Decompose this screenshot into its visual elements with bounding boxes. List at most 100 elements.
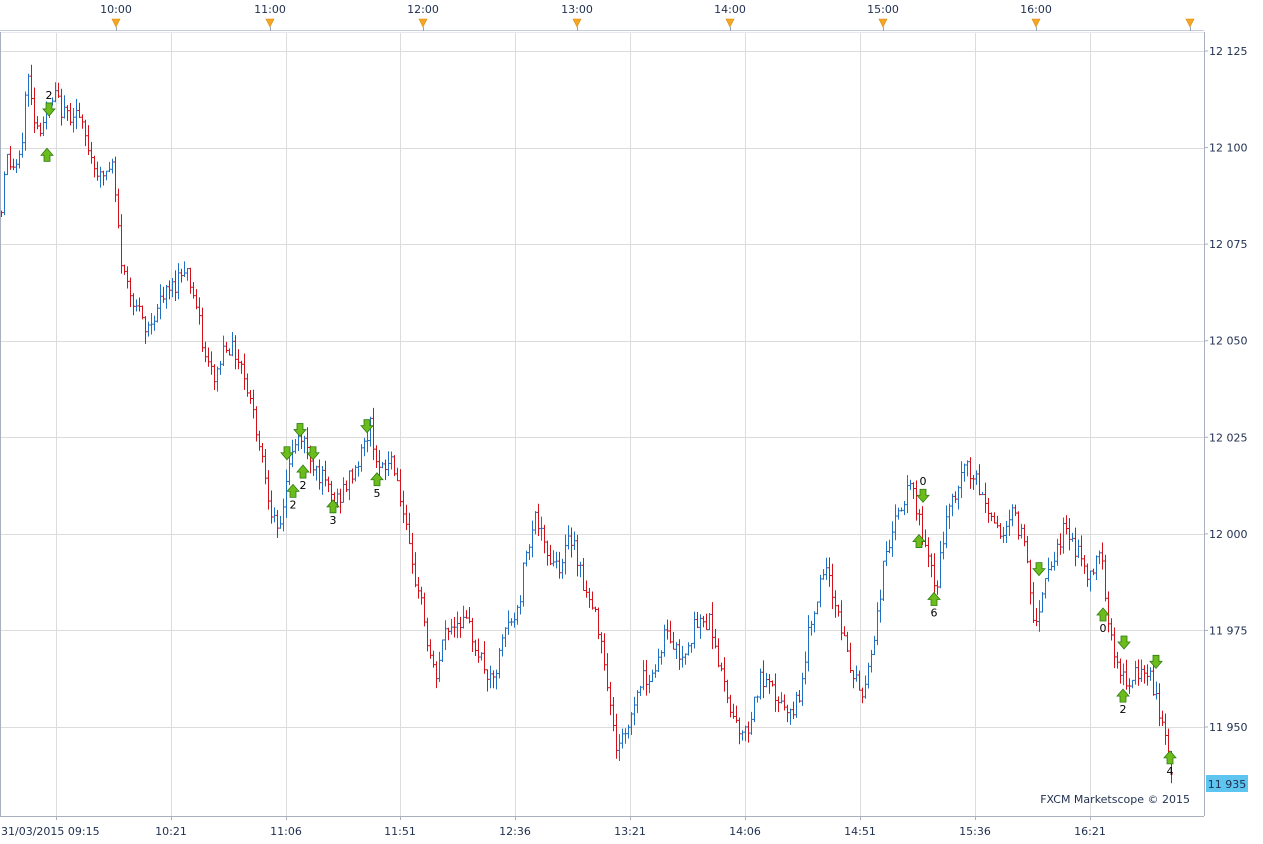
ohlc-bar-288	[864, 675, 867, 699]
ohlc-bar-254	[762, 660, 765, 699]
ohlc-bar-32	[96, 161, 99, 181]
ohlc-bar-194	[582, 558, 585, 591]
ohlc-bar-205	[615, 713, 618, 759]
ohlc-bar-26	[78, 102, 81, 119]
ohlc-bar-123	[369, 416, 372, 447]
ohlc-bar-162	[486, 669, 489, 692]
signal-label: 0	[1100, 622, 1107, 635]
ohlc-bar-116	[348, 470, 351, 501]
ohlc-bar-86	[258, 430, 261, 451]
signal-arrow-down-icon	[1032, 562, 1046, 577]
ohlc-bar-171	[513, 612, 516, 628]
ohlc-bar-245	[735, 705, 738, 723]
ohlc-bar-365	[1095, 555, 1098, 581]
ohlc-bar-349	[1047, 557, 1050, 582]
ohlc-bar-202	[606, 653, 609, 692]
session-label-4: 14:00	[714, 3, 746, 16]
ohlc-bar-282	[846, 631, 849, 652]
ohlc-bar-95	[285, 469, 288, 518]
ohlc-bar-170	[510, 618, 513, 626]
signal-label: 2	[300, 479, 307, 492]
ohlc-bar-83	[249, 389, 252, 404]
ohlc-bar-263	[789, 708, 792, 725]
ohlc-bar-284	[852, 670, 855, 689]
y-tick-label: 12 075	[1209, 238, 1248, 251]
ohlc-bar-355	[1065, 515, 1068, 535]
ohlc-bar-235	[705, 613, 708, 631]
ohlc-bar-340	[1020, 523, 1023, 539]
ohlc-bar-381	[1143, 665, 1146, 684]
ohlc-bar-69	[207, 347, 210, 367]
ohlc-bar-266	[798, 690, 801, 703]
ohlc-bar-145	[435, 661, 438, 689]
ohlc-bar-5	[15, 159, 18, 174]
signal-arrow-down-icon	[916, 488, 930, 503]
ohlc-bar-277	[831, 563, 834, 610]
ohlc-bar-128	[384, 459, 387, 481]
ohlc-bar-50	[150, 312, 153, 335]
ohlc-bar-24	[72, 108, 75, 133]
ohlc-bar-276	[828, 557, 831, 587]
ohlc-bar-261	[783, 694, 786, 711]
signal-label: 2	[46, 89, 53, 102]
ohlc-bar-377	[1131, 679, 1134, 689]
ohlc-bar-243	[729, 694, 732, 718]
ohlc-bar-52	[156, 303, 159, 323]
ohlc-bar-274	[822, 569, 825, 580]
ohlc-bar-295	[885, 541, 888, 567]
ohlc-bar-237	[711, 602, 714, 650]
ohlc-bar-18	[54, 82, 57, 103]
ohlc-bar-89	[267, 470, 270, 510]
ohlc-bar-139	[417, 576, 420, 599]
ohlc-bar-225	[675, 642, 678, 660]
ohlc-bar-61	[183, 261, 186, 277]
ohlc-bar-252	[756, 695, 759, 703]
ohlc-bar-306	[918, 509, 921, 526]
ohlc-bar-63	[189, 267, 192, 294]
ohlc-bar-131	[393, 455, 396, 477]
ohlc-bar-273	[819, 574, 822, 608]
ohlc-bar-374	[1122, 663, 1125, 686]
ohlc-bar-73	[219, 360, 222, 375]
ohlc-bar-248	[744, 725, 747, 742]
ohlc-bar-255	[765, 672, 768, 688]
ohlc-bar-294	[882, 560, 885, 602]
ohlc-bar-366	[1098, 550, 1101, 565]
signal-label: 5	[374, 487, 381, 500]
signal-arrow-down-icon	[306, 446, 320, 461]
ohlc-bar-244	[732, 703, 735, 719]
ohlc-bar-186	[558, 551, 561, 579]
ohlc-bar-287	[861, 687, 864, 704]
ohlc-bar-155	[465, 610, 468, 619]
ohlc-bar-22	[66, 105, 69, 121]
ohlc-bar-153	[459, 616, 462, 638]
ohlc-bar-315	[945, 505, 948, 549]
ohlc-bar-285	[855, 665, 858, 682]
x-tick-label: 12:36	[499, 825, 531, 838]
ohlc-bar-249	[747, 721, 750, 743]
ohlc-bar-133	[399, 469, 402, 507]
last-price-badge: 11 935	[1206, 775, 1248, 792]
ohlc-bar-290	[870, 649, 873, 673]
ohlc-bar-224	[672, 631, 675, 650]
ohlc-bar-76	[228, 348, 231, 356]
ohlc-bar-310	[930, 553, 933, 578]
ohlc-bar-87	[261, 442, 264, 463]
ohlc-bar-105	[315, 465, 318, 481]
x-tick-label: 11:06	[270, 825, 302, 838]
ohlc-bar-231	[693, 611, 696, 649]
ohlc-bar-232	[696, 612, 699, 629]
ohlc-bar-270	[810, 620, 813, 636]
signal-arrow-up-icon	[370, 472, 384, 487]
signal-arrow-up-icon	[40, 147, 54, 162]
x-tick-label: 16:21	[1074, 825, 1106, 838]
ohlc-bar-182	[546, 540, 549, 566]
ohlc-bar-363	[1089, 570, 1092, 592]
ohlc-bar-200	[600, 632, 603, 654]
ohlc-bar-220	[660, 650, 663, 665]
ohlc-bar-318	[954, 491, 957, 503]
ohlc-bar-323	[969, 457, 972, 489]
ohlc-bar-70	[210, 351, 213, 375]
ohlc-bar-334	[1002, 526, 1005, 544]
